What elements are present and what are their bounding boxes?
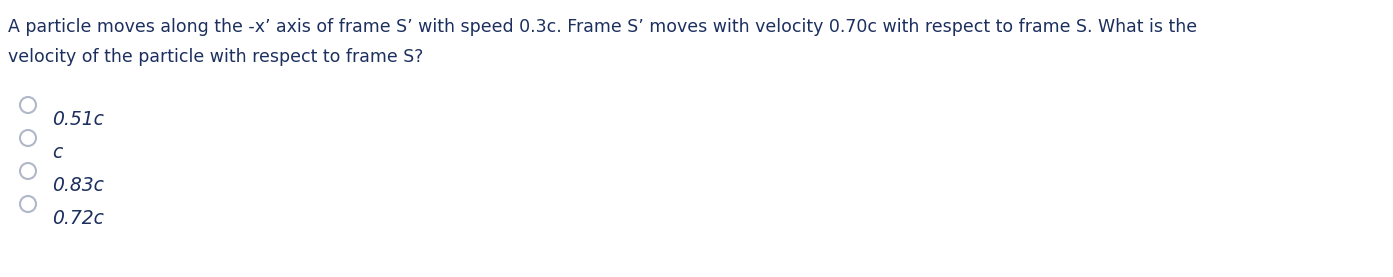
Text: c: c — [52, 143, 63, 162]
Text: A particle moves along the -x’ axis of frame S’ with speed 0.3c. Frame S’ moves : A particle moves along the -x’ axis of f… — [8, 18, 1197, 36]
Text: 0.72c: 0.72c — [52, 209, 104, 228]
Text: velocity of the particle with respect to frame S?: velocity of the particle with respect to… — [8, 48, 423, 66]
Text: 0.83c: 0.83c — [52, 176, 104, 195]
Text: 0.51c: 0.51c — [52, 110, 104, 129]
